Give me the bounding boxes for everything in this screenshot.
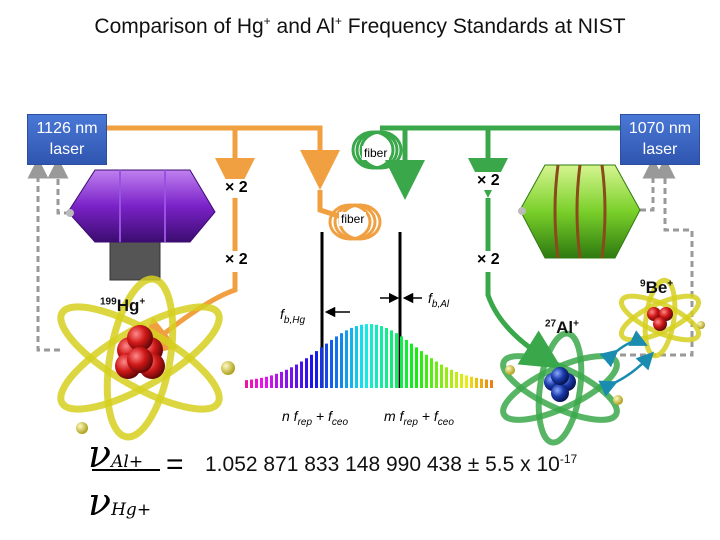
comb-tooth (285, 369, 288, 388)
laser-1126nm-box: 1126 nm laser (27, 114, 107, 165)
ratio-value: 1.052 871 833 148 990 438 ± 5.5 x 10-17 (205, 452, 578, 476)
comb-tooth (255, 378, 258, 388)
ratio-numerator: νAl+ (88, 432, 144, 476)
comb-tooth (375, 324, 378, 388)
comb-tooth (345, 330, 348, 388)
comb-tooth (300, 361, 303, 388)
comb-tooth (325, 343, 328, 388)
laser-1126nm-label: 1126 nm (36, 120, 98, 137)
comb-tooth (265, 376, 268, 388)
comb-tooth (330, 339, 333, 388)
comb-tooth (310, 354, 313, 388)
ratio-equals: = (166, 448, 184, 481)
comb-tooth (355, 326, 358, 388)
hg-beat-label: fb,Hg (280, 306, 306, 326)
comb-tooth (400, 336, 403, 388)
comb-tooth (335, 336, 338, 388)
comb-tooth (305, 358, 308, 388)
laser-1070nm-sublabel: laser (642, 141, 678, 158)
comb-tooth (440, 364, 443, 388)
comb-tooth (245, 380, 248, 388)
comb-tooth (380, 326, 383, 388)
al-be-coupling-arrows (598, 330, 654, 397)
al-isotope-label: 27Al+ (545, 318, 579, 337)
comb-tooth (415, 347, 418, 388)
comb-tooth (470, 376, 473, 388)
comb-tooth (475, 377, 478, 388)
laser-1070nm-label: 1070 nm (628, 120, 692, 137)
al-beat-label: fb,Al (428, 290, 450, 310)
comb-tooth (385, 327, 388, 388)
comb-tooth (270, 375, 273, 388)
diagram-title: Comparison of Hg+ and Al+ Frequency Stan… (94, 14, 626, 38)
al-nucleus (505, 365, 623, 405)
comb-tooth (340, 333, 343, 388)
fiber-coil-top (351, 130, 403, 170)
hg-comb-mode-label: n frep + fceo (282, 408, 349, 428)
hg-doubler-1: × 2 (222, 179, 251, 197)
fiber-label-top: fiber (362, 146, 390, 160)
hg-isotope-label: 199Hg+ (100, 296, 146, 315)
comb-tooth (455, 371, 458, 388)
comb-tooth (445, 367, 448, 388)
comb-tooth (360, 324, 363, 388)
comb-tooth (395, 333, 398, 388)
be-isotope-label: 9Be+ (640, 278, 674, 297)
comb-tooth (425, 354, 428, 388)
fiber-label-middle: fiber (339, 212, 367, 226)
al-doubler-2: × 2 (474, 251, 503, 269)
comb-tooth (290, 367, 293, 388)
comb-tooth (490, 380, 493, 388)
frequency-comb (245, 324, 493, 388)
comb-tooth (405, 339, 408, 388)
comb-tooth (295, 364, 298, 388)
fiber-coil-middle (328, 203, 382, 241)
comb-tooth (410, 343, 413, 388)
ratio-denominator: νHg+ (88, 480, 152, 524)
comb-tooth (435, 361, 438, 388)
comb-tooth (260, 377, 263, 388)
be-atom (618, 277, 702, 359)
comb-tooth (370, 324, 373, 388)
comb-tooth (460, 373, 463, 388)
al-laser-beam (380, 125, 620, 369)
comb-tooth (365, 324, 368, 388)
al-ion-trap (518, 164, 641, 259)
be-nucleus (647, 307, 705, 331)
laser-1126nm-sublabel: laser (49, 141, 85, 158)
al-doubler-1: × 2 (474, 172, 503, 190)
comb-tooth (390, 330, 393, 388)
comb-tooth (275, 373, 278, 388)
comb-tooth (315, 351, 318, 388)
comb-tooth (480, 378, 483, 388)
comb-tooth (465, 375, 468, 388)
comb-tooth (320, 347, 323, 388)
comb-tooth (350, 327, 353, 388)
hg-ion-trap (66, 169, 216, 281)
comb-tooth (485, 379, 488, 388)
hg-doubler-2: × 2 (222, 251, 251, 269)
comb-tooth (280, 371, 283, 388)
hg-atom (57, 275, 223, 441)
comb-tooth (450, 369, 453, 388)
comb-tooth (420, 351, 423, 388)
hg-nucleus (76, 325, 235, 434)
laser-1070nm-box: 1070 nm laser (620, 114, 700, 165)
comb-tooth (250, 379, 253, 388)
comb-tooth (430, 358, 433, 388)
al-comb-mode-label: m frep + fceo (384, 408, 454, 428)
